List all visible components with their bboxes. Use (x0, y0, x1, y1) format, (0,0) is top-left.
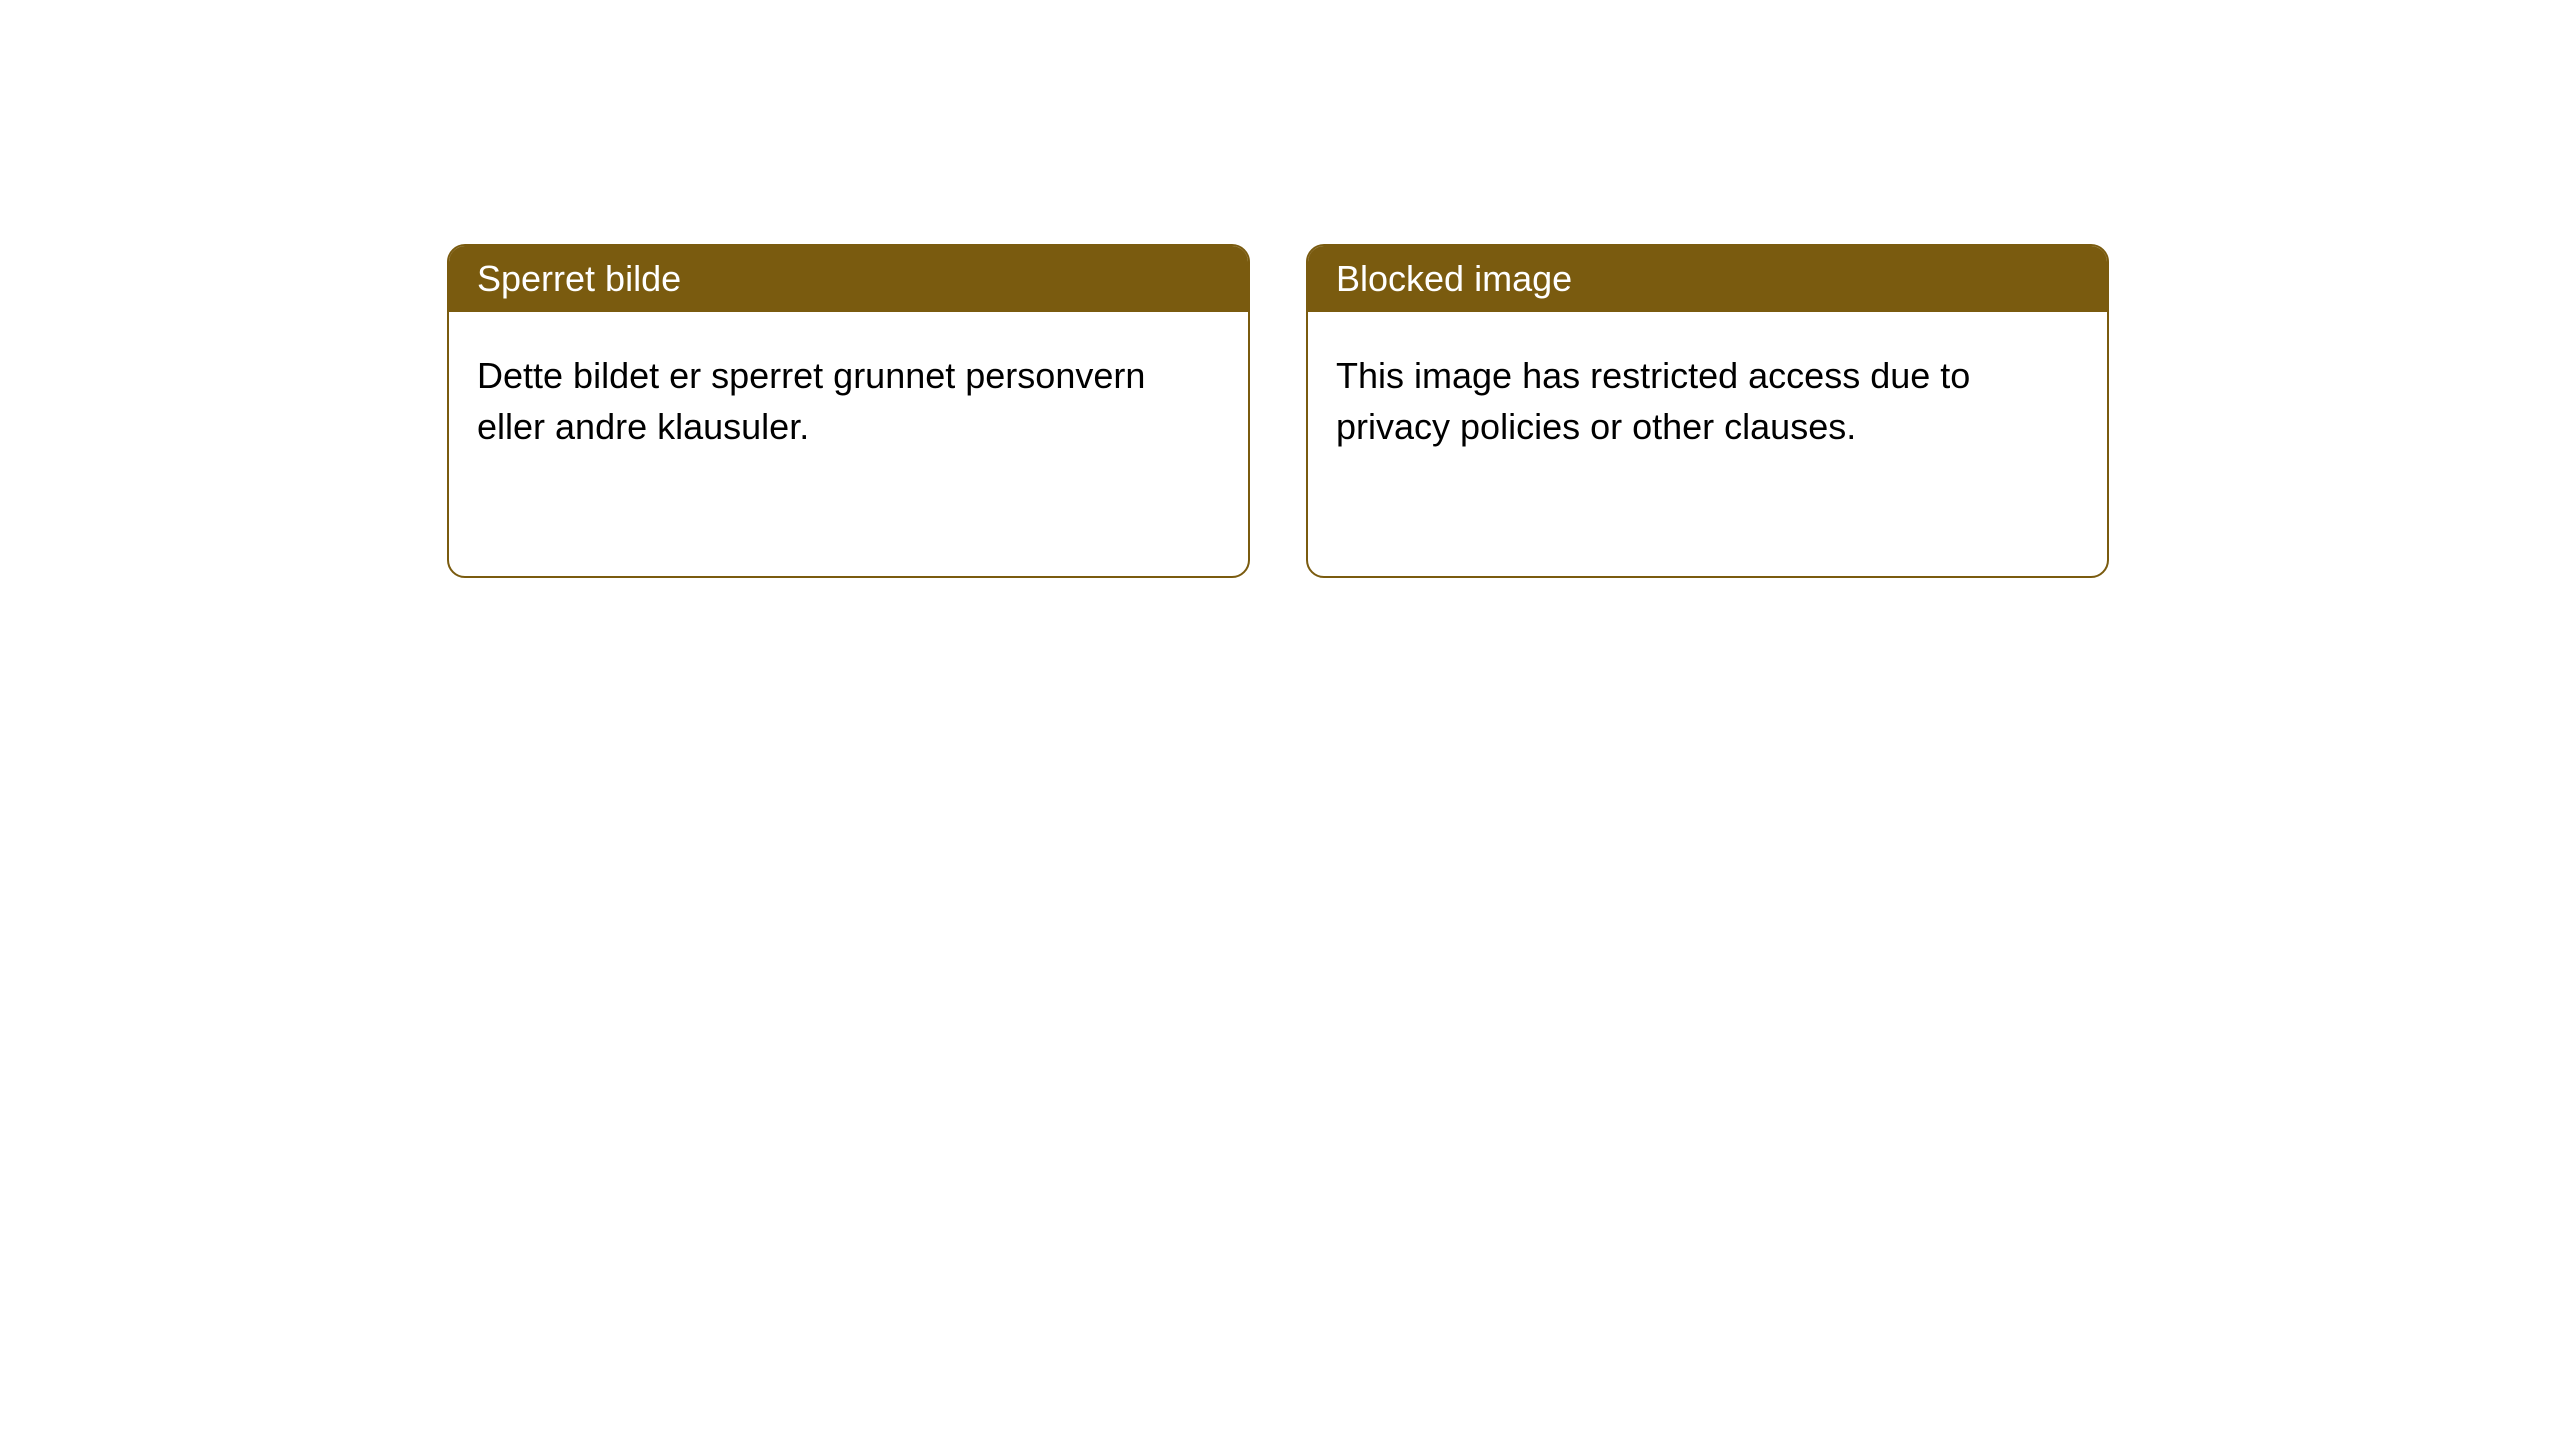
card-text-norwegian: Dette bildet er sperret grunnet personve… (477, 355, 1145, 447)
card-title-norwegian: Sperret bilde (477, 258, 681, 299)
card-header-norwegian: Sperret bilde (449, 246, 1248, 312)
card-body-norwegian: Dette bildet er sperret grunnet personve… (449, 312, 1248, 490)
card-norwegian: Sperret bilde Dette bildet er sperret gr… (447, 244, 1250, 578)
card-english: Blocked image This image has restricted … (1306, 244, 2109, 578)
card-title-english: Blocked image (1336, 258, 1572, 299)
card-body-english: This image has restricted access due to … (1308, 312, 2107, 490)
blocked-image-cards: Sperret bilde Dette bildet er sperret gr… (447, 244, 2560, 578)
card-header-english: Blocked image (1308, 246, 2107, 312)
card-text-english: This image has restricted access due to … (1336, 355, 1970, 447)
